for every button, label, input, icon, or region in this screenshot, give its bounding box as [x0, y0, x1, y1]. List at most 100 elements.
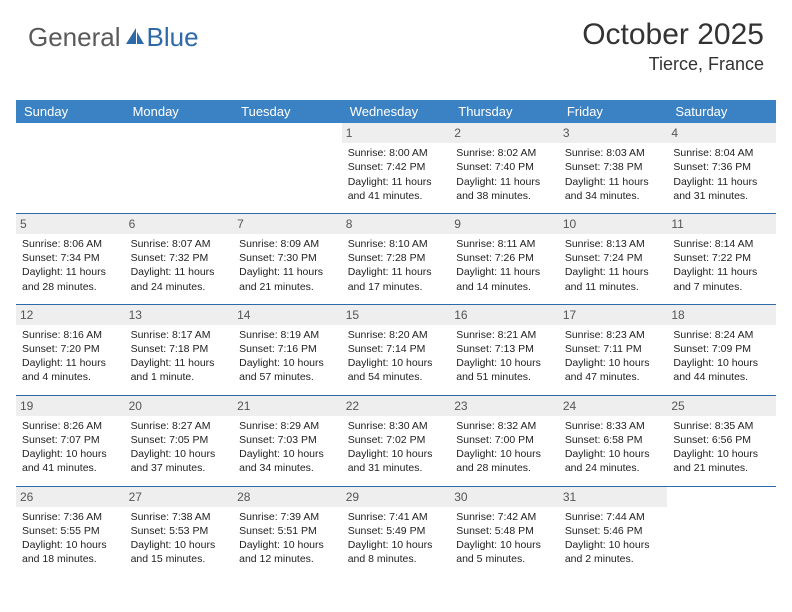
daylight-line-2: and 15 minutes. [131, 552, 228, 566]
daylight-line-1: Daylight: 10 hours [565, 356, 662, 370]
sunset-line: Sunset: 7:26 PM [456, 251, 553, 265]
sunrise-line: Sunrise: 7:44 AM [565, 510, 662, 524]
daylight-line-1: Daylight: 11 hours [131, 265, 228, 279]
calendar-week-row: 26Sunrise: 7:36 AMSunset: 5:55 PMDayligh… [16, 486, 776, 576]
sunset-line: Sunset: 7:05 PM [131, 433, 228, 447]
daylight-line-2: and 31 minutes. [673, 189, 770, 203]
calendar-day-cell: 24Sunrise: 8:33 AMSunset: 6:58 PMDayligh… [559, 395, 668, 486]
day-number: 1 [342, 123, 451, 143]
day-number: 16 [450, 305, 559, 325]
day-number: 24 [559, 396, 668, 416]
daylight-line-2: and 7 minutes. [673, 280, 770, 294]
sunrise-line: Sunrise: 8:02 AM [456, 146, 553, 160]
daylight-line-1: Daylight: 10 hours [565, 538, 662, 552]
calendar-day-cell: 5Sunrise: 8:06 AMSunset: 7:34 PMDaylight… [16, 213, 125, 304]
daylight-line-1: Daylight: 11 hours [456, 265, 553, 279]
sunset-line: Sunset: 7:40 PM [456, 160, 553, 174]
calendar-day-cell: 14Sunrise: 8:19 AMSunset: 7:16 PMDayligh… [233, 304, 342, 395]
calendar-week-row: 5Sunrise: 8:06 AMSunset: 7:34 PMDaylight… [16, 213, 776, 304]
daylight-line-2: and 11 minutes. [565, 280, 662, 294]
sunset-line: Sunset: 7:18 PM [131, 342, 228, 356]
sunrise-line: Sunrise: 8:09 AM [239, 237, 336, 251]
calendar-week-row: 1 Sunrise: 8:00 AMSunset: 7:42 PM Daylight… [16, 123, 776, 213]
calendar-day-cell: 21Sunrise: 8:29 AMSunset: 7:03 PMDayligh… [233, 395, 342, 486]
sunrise-line: Sunrise: 8:10 AM [348, 237, 445, 251]
sunrise-line: Sunrise: 8:11 AM [456, 237, 553, 251]
calendar-table: SundayMondayTuesdayWednesdayThursdayFrid… [16, 100, 776, 576]
sunset-line: Sunset: 7:14 PM [348, 342, 445, 356]
daylight-line-1: Daylight: 10 hours [239, 356, 336, 370]
sunset-line: Sunset: 7:22 PM [673, 251, 770, 265]
sunset-line: Sunset: 5:51 PM [239, 524, 336, 538]
day-number: 6 [125, 214, 234, 234]
sunrise-line: Sunrise: 8:30 AM [348, 419, 445, 433]
sunrise-line: Sunrise: 8:03 AM [565, 146, 662, 160]
daylight-line-2: and 41 minutes. [348, 189, 445, 203]
daylight-line-1: Daylight: 11 hours [456, 175, 553, 189]
day-number: 27 [125, 487, 234, 507]
sunrise-line: Sunrise: 7:38 AM [131, 510, 228, 524]
sunrise-line: Sunrise: 8:17 AM [131, 328, 228, 342]
daylight-line-1: Daylight: 10 hours [22, 538, 119, 552]
weekday-header: Sunday [16, 100, 125, 123]
sunset-line: Sunset: 7:00 PM [456, 433, 553, 447]
daylight-line-2: and 34 minutes. [565, 189, 662, 203]
weekday-header: Saturday [667, 100, 776, 123]
sunset-line: Sunset: 7:24 PM [565, 251, 662, 265]
day-number: 26 [16, 487, 125, 507]
daylight-line-2: and 47 minutes. [565, 370, 662, 384]
day-number: 13 [125, 305, 234, 325]
sunset-line: Sunset: 5:55 PM [22, 524, 119, 538]
calendar-day-cell: 2Sunrise: 8:02 AMSunset: 7:40 PMDaylight… [450, 123, 559, 213]
daylight-line-2: and 38 minutes. [456, 189, 553, 203]
calendar-day-cell: 12Sunrise: 8:16 AMSunset: 7:20 PMDayligh… [16, 304, 125, 395]
daylight-line-2: and 37 minutes. [131, 461, 228, 475]
sunset-line: Sunset: 7:42 PM [348, 160, 445, 174]
sunrise-line: Sunrise: 8:00 AM [348, 146, 445, 160]
day-number: 9 [450, 214, 559, 234]
sunrise-line: Sunrise: 7:36 AM [22, 510, 119, 524]
calendar-day-cell: 23Sunrise: 8:32 AMSunset: 7:00 PMDayligh… [450, 395, 559, 486]
daylight-line-1: Daylight: 11 hours [673, 265, 770, 279]
sunrise-line: Sunrise: 8:16 AM [22, 328, 119, 342]
calendar-day-cell: 16Sunrise: 8:21 AMSunset: 7:13 PMDayligh… [450, 304, 559, 395]
day-number: 23 [450, 396, 559, 416]
location: Tierce, France [582, 54, 764, 75]
daylight-line-1: Daylight: 10 hours [348, 447, 445, 461]
daylight-line-2: and 1 minute. [131, 370, 228, 384]
sunset-line: Sunset: 5:48 PM [456, 524, 553, 538]
daylight-line-2: and 54 minutes. [348, 370, 445, 384]
month-title: October 2025 [582, 18, 764, 52]
sunset-line: Sunset: 5:46 PM [565, 524, 662, 538]
calendar-day-cell: 18Sunrise: 8:24 AMSunset: 7:09 PMDayligh… [667, 304, 776, 395]
sunset-line: Sunset: 6:58 PM [565, 433, 662, 447]
day-number: 25 [667, 396, 776, 416]
sunset-line: Sunset: 7:07 PM [22, 433, 119, 447]
calendar-day-cell: 9 Sunrise: 8:11 AMSunset: 7:26 PMDaylight… [450, 213, 559, 304]
sunset-line: Sunset: 7:09 PM [673, 342, 770, 356]
daylight-line-1: Daylight: 10 hours [565, 447, 662, 461]
day-number: 15 [342, 305, 451, 325]
calendar-day-cell [667, 486, 776, 576]
weekday-header: Friday [559, 100, 668, 123]
sunrise-line: Sunrise: 8:24 AM [673, 328, 770, 342]
sunset-line: Sunset: 5:49 PM [348, 524, 445, 538]
day-number: 4 [667, 123, 776, 143]
sunset-line: Sunset: 7:03 PM [239, 433, 336, 447]
daylight-line-1: Daylight: 11 hours [348, 265, 445, 279]
calendar-day-cell: 27Sunrise: 7:38 AMSunset: 5:53 PMDayligh… [125, 486, 234, 576]
daylight-line-1: Daylight: 11 hours [565, 175, 662, 189]
sunrise-line: Sunrise: 8:35 AM [673, 419, 770, 433]
calendar-day-cell: 22Sunrise: 8:30 AMSunset: 7:02 PMDayligh… [342, 395, 451, 486]
daylight-line-2: and 18 minutes. [22, 552, 119, 566]
daylight-line-2: and 5 minutes. [456, 552, 553, 566]
sunrise-line: Sunrise: 7:39 AM [239, 510, 336, 524]
sunrise-line: Sunrise: 7:42 AM [456, 510, 553, 524]
calendar-day-cell [125, 123, 234, 213]
calendar-day-cell: 3Sunrise: 8:03 AMSunset: 7:38 PMDaylight… [559, 123, 668, 213]
calendar-day-cell: 13 Sunrise: 8:17 AMSunset: 7:18 PMDayligh… [125, 304, 234, 395]
daylight-line-1: Daylight: 10 hours [239, 447, 336, 461]
day-number: 18 [667, 305, 776, 325]
daylight-line-1: Daylight: 11 hours [131, 356, 228, 370]
daylight-line-2: and 24 minutes. [565, 461, 662, 475]
